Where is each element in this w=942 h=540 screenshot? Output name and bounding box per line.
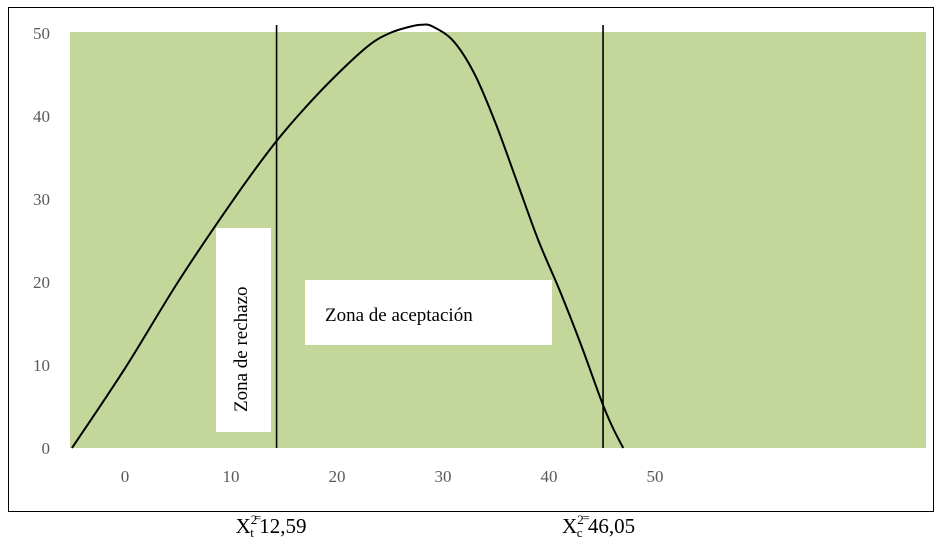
y-tick-label: 50 <box>33 24 50 43</box>
x-tick-label: 10 <box>223 467 240 486</box>
y-tick-label: 40 <box>33 107 50 126</box>
rejection-zone-box <box>216 228 271 432</box>
acceptance-zone-box <box>305 280 552 345</box>
x-tick-label: 0 <box>121 467 130 486</box>
critical-value-label: X2 t=12,59 <box>236 510 307 540</box>
critical-value-labels: X2 t=12,59 X2 c=46,05 <box>236 510 636 540</box>
rejection-zone-label: Zona de rechazo <box>231 286 252 412</box>
x-axis-ticks: 0 10 20 30 40 50 <box>121 467 664 486</box>
distribution-curve <box>71 23 625 449</box>
x-tick-label: 50 <box>647 467 664 486</box>
y-tick-label: 20 <box>33 273 50 292</box>
y-tick-label: 0 <box>42 439 51 458</box>
x-tick-label: 30 <box>435 467 452 486</box>
y-tick-label: 10 <box>33 356 50 375</box>
x-tick-label: 40 <box>541 467 558 486</box>
plot-area <box>70 32 926 448</box>
critical-value-lines <box>275 25 604 448</box>
y-axis-ticks: 0 10 20 30 40 50 <box>33 24 50 458</box>
x-tick-label: 20 <box>329 467 346 486</box>
chart-border <box>8 7 934 512</box>
y-tick-label: 30 <box>33 190 50 209</box>
critical-value-label: X2 c=46,05 <box>562 510 635 540</box>
acceptance-zone-label: Zona de aceptación <box>325 305 473 326</box>
